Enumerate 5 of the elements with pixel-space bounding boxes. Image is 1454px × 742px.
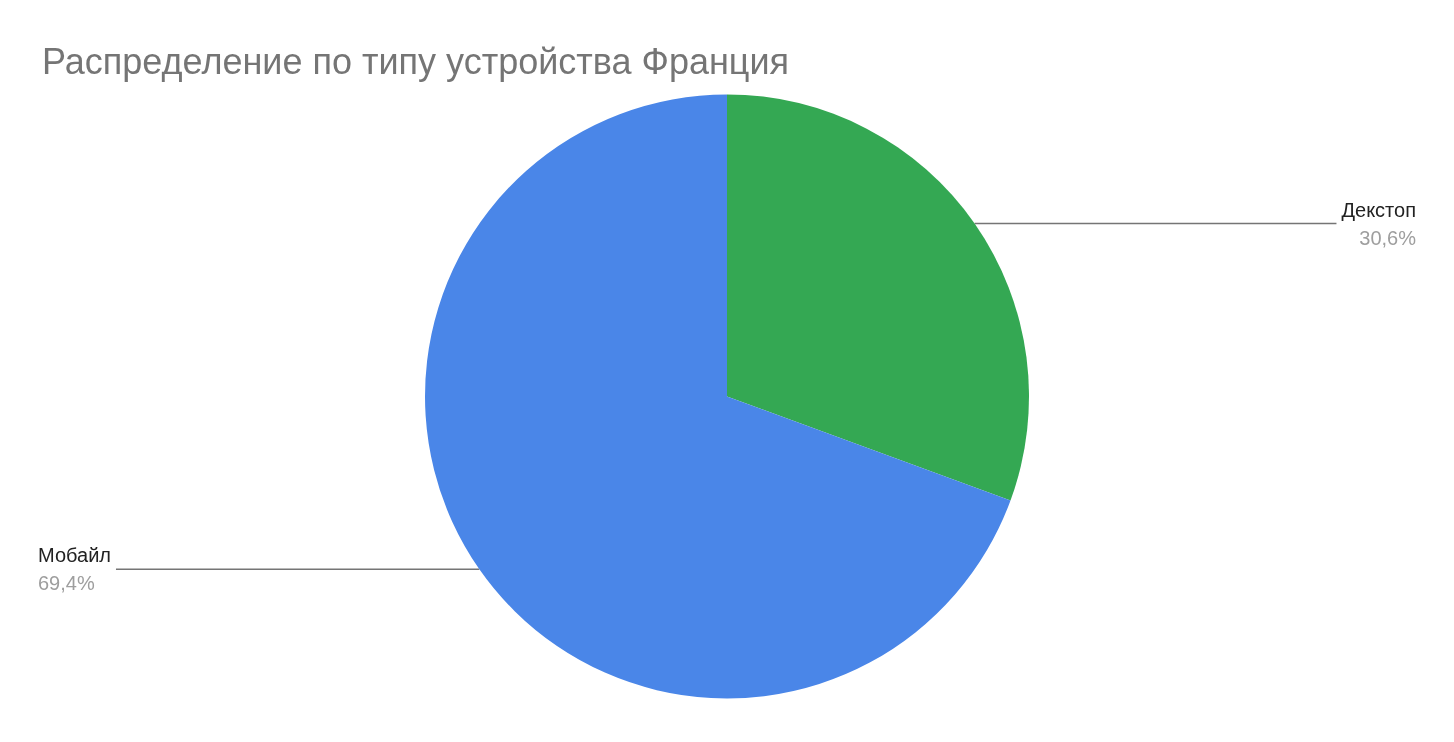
slice-label: Мобайл bbox=[38, 544, 111, 567]
data-label: 69,4% bbox=[38, 572, 95, 595]
slice-label: Декстоп bbox=[1341, 198, 1416, 221]
chart-title: Распределение по типу устройства Франция bbox=[42, 40, 790, 82]
data-label: 30,6% bbox=[1359, 226, 1417, 249]
